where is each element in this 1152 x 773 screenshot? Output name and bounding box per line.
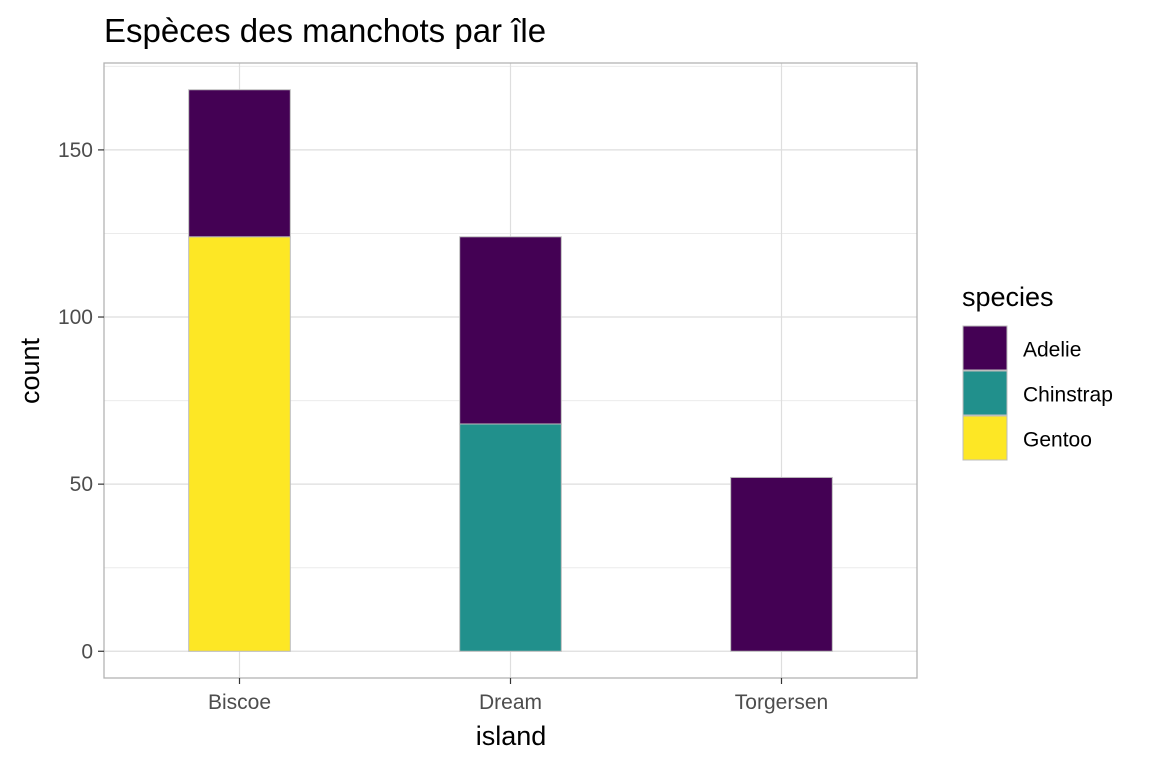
- y-tick-label: 150: [58, 139, 93, 162]
- legend-title: species: [962, 282, 1054, 312]
- y-tick-label: 50: [70, 473, 93, 496]
- bar-segment: [188, 236, 291, 652]
- bar-segment: [730, 476, 833, 652]
- x-tick-label: Biscoe: [208, 691, 271, 714]
- legend: species Adelie Chinstrap Gentoo: [962, 282, 1113, 461]
- x-tick-label: Torgersen: [735, 691, 828, 714]
- y-axis-title: count: [15, 337, 45, 404]
- legend-key-swatch: [962, 325, 1008, 371]
- plot-area: 0 50 100 150 Biscoe Dream Torgersen: [58, 62, 918, 714]
- y-tick-label: 0: [81, 640, 93, 663]
- x-axis-title: island: [476, 721, 547, 751]
- legend-label: Adelie: [1023, 339, 1081, 362]
- legend-label: Gentoo: [1023, 429, 1092, 452]
- bar-segment: [188, 89, 291, 238]
- chart-title: Espèces des manchots par île: [104, 12, 546, 49]
- legend-key-swatch: [962, 415, 1008, 461]
- legend-label: Chinstrap: [1023, 384, 1113, 407]
- bar-segment: [459, 423, 562, 652]
- x-tick-label: Dream: [479, 691, 542, 714]
- bar-segment: [459, 236, 562, 425]
- legend-key-swatch: [962, 370, 1008, 416]
- y-tick-label: 100: [58, 306, 93, 329]
